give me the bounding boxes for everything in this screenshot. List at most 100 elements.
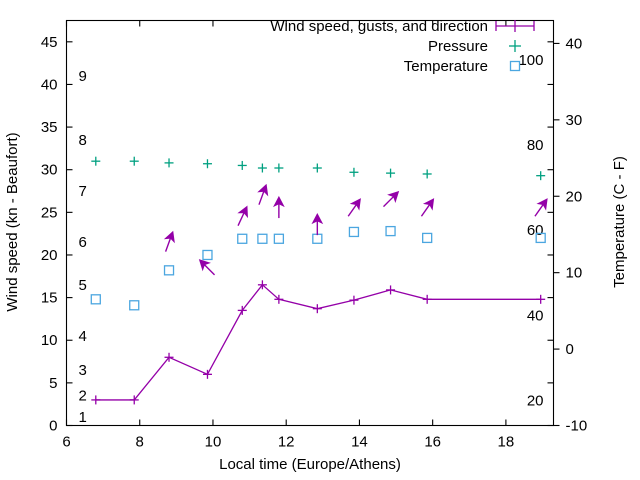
pressure-point (202, 159, 212, 169)
beaufort-label: 6 (79, 234, 87, 251)
beaufort-label: 7 (79, 183, 87, 200)
fahrenheit-label: 40 (527, 307, 544, 324)
legend-label-temperature: Temperature (404, 58, 488, 75)
wind-speed-point (129, 395, 139, 405)
x-tick-label: 12 (278, 434, 295, 451)
wind-speed-line (95, 283, 541, 401)
x-tick-label: 14 (351, 434, 368, 451)
x-tick-label: 10 (205, 434, 222, 451)
beaufort-label: 4 (79, 328, 87, 345)
wind-speed-point (164, 352, 174, 362)
wind-direction-arrow (382, 190, 400, 208)
x-tick-label: 6 (62, 434, 70, 451)
y2-tick-label: 20 (566, 188, 583, 205)
beaufort-label: 2 (79, 388, 87, 405)
series-wind-direction-arrows (163, 183, 548, 276)
temperature-point (257, 233, 268, 244)
y-axis-tick-labels: 0 5 10 15 20 25 30 35 40 45 (41, 34, 58, 435)
pressure-point (274, 163, 284, 173)
temperature-point (202, 249, 213, 261)
wind-speed-point (422, 294, 432, 304)
wind-speed-point (312, 304, 322, 314)
y-axis-beaufort-labels: 1 2 3 4 5 6 7 8 9 (79, 68, 87, 426)
series-temperature (90, 225, 546, 311)
wind-speed-point (536, 294, 546, 304)
y2-tick-label: 40 (566, 35, 583, 52)
y-tick-label: 45 (41, 34, 58, 51)
wind-direction-arrow (273, 195, 285, 219)
temperature-point (129, 300, 140, 311)
y-tick-label: 0 (49, 418, 57, 435)
wind-direction-arrow (237, 205, 248, 226)
y2-axis-tick-labels: -10 0 10 20 30 40 (566, 35, 588, 434)
legend-marker-pressure (509, 40, 521, 52)
y-tick-label: 10 (41, 332, 58, 349)
y2-axis-title: Temperature (C - F) (611, 156, 628, 288)
wind-speed-point (274, 294, 284, 304)
temperature-point (535, 232, 546, 244)
x-tick-label: 18 (498, 434, 515, 451)
y-tick-label: 25 (41, 204, 58, 221)
wind-speed-point (257, 280, 267, 290)
temperature-point (237, 233, 248, 244)
temperature-point (163, 265, 175, 276)
y-tick-label: 30 (41, 162, 58, 179)
pressure-point (129, 156, 139, 166)
wind-speed-point (349, 295, 359, 305)
wind-direction-arrow (163, 230, 175, 252)
y2-tick-label: -10 (566, 418, 588, 435)
x-axis-title: Local time (Europe/Athens) (219, 456, 401, 473)
y2-tick-label: 10 (566, 265, 583, 282)
wind-speed-point (91, 395, 101, 405)
legend-label-pressure: Pressure (428, 38, 488, 55)
y-tick-label: 15 (41, 290, 58, 307)
series-pressure (91, 156, 546, 181)
plot-frame (65, 19, 555, 427)
pressure-point (536, 171, 546, 181)
pressure-point (422, 169, 432, 179)
y2-axis-fahrenheit-labels: 20 40 60 80 100 (518, 52, 543, 409)
wind-direction-arrow (534, 198, 548, 217)
wind-speed-point (237, 305, 247, 315)
wind-speed-point (386, 285, 396, 295)
pressure-point (349, 167, 359, 177)
legend-marker-temperature (509, 60, 521, 72)
beaufort-label: 1 (79, 409, 87, 426)
wind-direction-arrow (311, 212, 324, 236)
wind-direction-arrow (347, 198, 361, 217)
y-tick-label: 5 (49, 375, 57, 392)
x-axis-tick-labels: 6 8 10 12 14 16 18 (62, 434, 514, 451)
chart-legend: Wind speed, gusts, and direction Pressur… (270, 18, 535, 75)
y2-tick-label: 30 (566, 112, 583, 129)
y2-tick-label: 0 (566, 341, 574, 358)
y-axis-ticks (66, 41, 554, 427)
y2-axis-ticks (553, 42, 560, 427)
beaufort-label: 5 (79, 277, 87, 294)
pressure-point (164, 158, 174, 168)
beaufort-label: 8 (79, 132, 87, 149)
pressure-point (91, 156, 101, 166)
fahrenheit-label: 100 (518, 52, 543, 69)
series-wind-speed (91, 280, 546, 405)
y-tick-label: 20 (41, 247, 58, 264)
temperature-point (90, 294, 101, 305)
pressure-point (312, 163, 322, 173)
pressure-point (257, 163, 267, 173)
fahrenheit-label: 60 (527, 222, 544, 239)
y-axis-title: Wind speed (kn - Beaufort) (4, 132, 21, 311)
x-tick-label: 16 (424, 434, 441, 451)
temperature-point (348, 226, 360, 238)
y-tick-label: 40 (41, 76, 58, 93)
pressure-point (237, 160, 247, 170)
legend-marker-wind (495, 20, 535, 32)
wind-direction-arrow (420, 198, 435, 217)
temperature-point (273, 233, 285, 244)
wind-direction-arrow (198, 259, 216, 276)
pressure-point (386, 168, 396, 178)
x-axis-ticks (65, 20, 507, 426)
temperature-point (385, 225, 396, 237)
beaufort-label: 9 (79, 68, 87, 85)
fahrenheit-label: 80 (527, 137, 544, 154)
